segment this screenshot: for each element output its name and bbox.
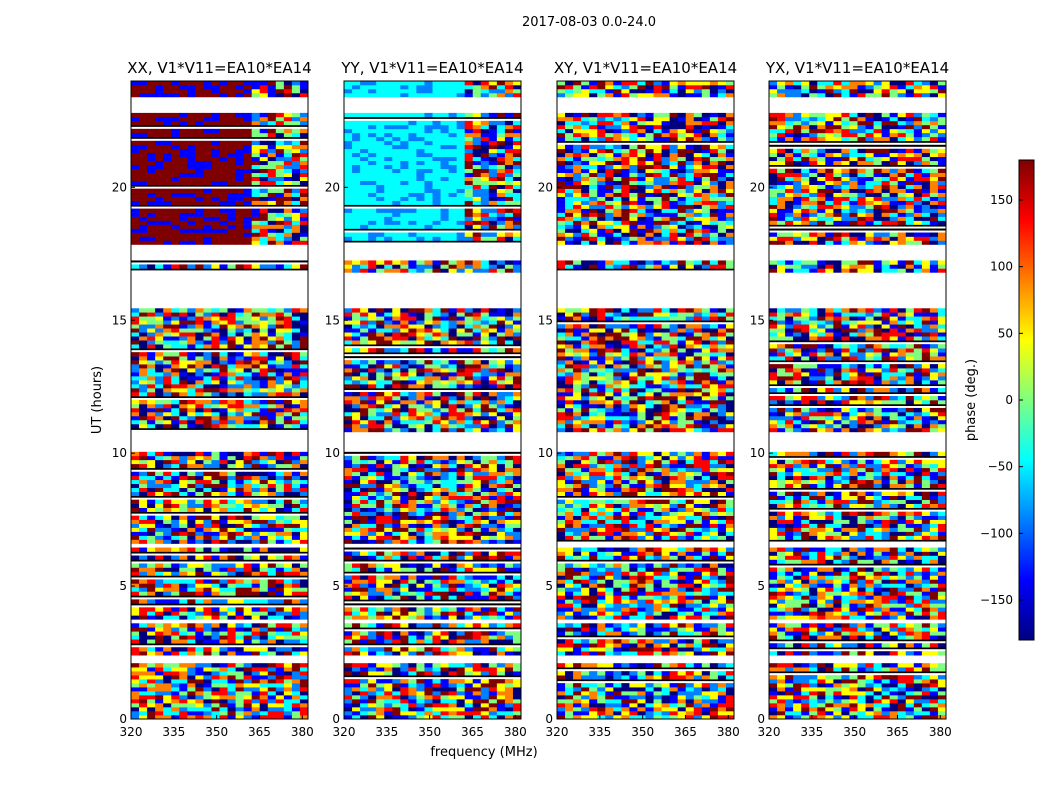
panel-title: YX, V1*V11=EA10*EA14 (765, 59, 949, 77)
y-tick-label: 10 (750, 446, 765, 460)
x-tick-label: 365 (248, 725, 271, 739)
colorbar-tick-label: 50 (998, 326, 1013, 340)
x-tick-label: 350 (843, 725, 866, 739)
colorbar-tick-label: 0 (1005, 393, 1013, 407)
y-tick-label: 0 (332, 712, 340, 726)
colorbar-tick-label: −50 (988, 460, 1013, 474)
y-tick-label: 15 (538, 313, 553, 327)
heatmap-yy (344, 81, 521, 719)
x-tick-label: 380 (929, 725, 952, 739)
y-tick-label: 0 (757, 712, 765, 726)
y-tick-label: 20 (538, 180, 553, 194)
x-tick-label: 350 (205, 725, 228, 739)
panels: XX, V1*V11=EA10*EA14 320 335 350 365 380 0 5 10 1… (112, 59, 952, 739)
y-tick-label: 15 (750, 313, 765, 327)
x-tick-label: 365 (886, 725, 909, 739)
y-tick-label: 20 (112, 180, 127, 194)
x-tick-label: 335 (375, 725, 398, 739)
axes-frame (768, 80, 947, 720)
colorbar-tick-label: −150 (980, 593, 1013, 607)
colorbar-tick-label: 150 (990, 193, 1013, 207)
x-tick-label: 380 (504, 725, 527, 739)
y-axis-label: UT (hours) (90, 366, 105, 434)
y-tick-label: 5 (757, 579, 765, 593)
x-tick-label: 320 (120, 725, 143, 739)
heatmap-yx (769, 81, 946, 719)
x-tick-label: 350 (418, 725, 441, 739)
y-tick-label: 15 (112, 313, 127, 327)
x-tick-label: 350 (631, 725, 654, 739)
y-tick-label: 0 (119, 712, 127, 726)
panel-xx: XX, V1*V11=EA10*EA14 320 335 350 365 380 0 5 10 1… (112, 59, 314, 739)
x-axis-label: frequency (MHz) (430, 745, 537, 760)
y-tick-label: 5 (332, 579, 340, 593)
x-tick-label: 320 (546, 725, 569, 739)
heatmap-xy (557, 81, 734, 719)
colorbar-label: phase (deg.) (964, 359, 979, 441)
y-tick-label: 20 (750, 180, 765, 194)
x-tick-label: 380 (291, 725, 314, 739)
y-tick-label: 15 (325, 313, 340, 327)
x-tick-label: 320 (333, 725, 356, 739)
colorbar: −150 −100 −50 0 50 100 150 (980, 159, 1035, 641)
panel-yx: YX, V1*V11=EA10*EA14 320 335 350 365 380 0 5 10 1… (750, 59, 952, 739)
y-tick-label: 5 (545, 579, 553, 593)
x-tick-label: 365 (461, 725, 484, 739)
axes-frame (343, 80, 522, 720)
x-tick-label: 335 (588, 725, 611, 739)
y-tick-label: 20 (325, 180, 340, 194)
x-tick-label: 380 (717, 725, 740, 739)
heatmap-xx (131, 81, 308, 719)
x-tick-label: 320 (758, 725, 781, 739)
y-tick-label: 10 (325, 446, 340, 460)
panel-xy: XY, V1*V11=EA10*EA14 320 335 350 365 380 0 5 10 1… (538, 59, 740, 739)
axes-frame (130, 80, 309, 720)
panel-title: XX, V1*V11=EA10*EA14 (127, 59, 311, 77)
colorbar-tick-label: −100 (980, 526, 1013, 540)
y-tick-label: 0 (545, 712, 553, 726)
x-tick-label: 365 (674, 725, 697, 739)
colorbar-tick-label: 100 (990, 260, 1013, 274)
axes-frame (556, 80, 735, 720)
y-tick-label: 10 (538, 446, 553, 460)
x-tick-label: 335 (162, 725, 185, 739)
y-tick-label: 5 (119, 579, 127, 593)
panel-title: XY, V1*V11=EA10*EA14 (554, 59, 737, 77)
panel-yy: YY, V1*V11=EA10*EA14 320 335 350 365 380 0 5 10 1… (325, 59, 527, 739)
figure-title: 2017-08-03 0.0-24.0 (522, 15, 656, 30)
panel-title: YY, V1*V11=EA10*EA14 (340, 59, 523, 77)
x-tick-label: 335 (800, 725, 823, 739)
y-tick-label: 10 (112, 446, 127, 460)
